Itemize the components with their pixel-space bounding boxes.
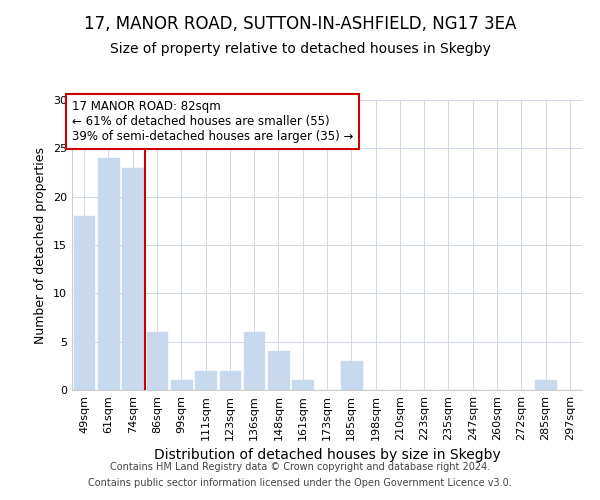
Bar [98, 158, 119, 390]
Bar [220, 370, 240, 390]
X-axis label: Distribution of detached houses by size in Skegby: Distribution of detached houses by size … [154, 448, 500, 462]
Bar [268, 352, 289, 390]
Bar [292, 380, 313, 390]
Text: Size of property relative to detached houses in Skegby: Size of property relative to detached ho… [110, 42, 490, 56]
Bar [341, 361, 362, 390]
Y-axis label: Number of detached properties: Number of detached properties [34, 146, 47, 344]
Bar [535, 380, 556, 390]
Text: 17 MANOR ROAD: 82sqm
← 61% of detached houses are smaller (55)
39% of semi-detac: 17 MANOR ROAD: 82sqm ← 61% of detached h… [72, 100, 353, 143]
Bar [171, 380, 191, 390]
Bar [146, 332, 167, 390]
Text: Contains HM Land Registry data © Crown copyright and database right 2024.: Contains HM Land Registry data © Crown c… [110, 462, 490, 472]
Bar [195, 370, 216, 390]
Bar [122, 168, 143, 390]
Bar [244, 332, 265, 390]
Bar [74, 216, 94, 390]
Text: 17, MANOR ROAD, SUTTON-IN-ASHFIELD, NG17 3EA: 17, MANOR ROAD, SUTTON-IN-ASHFIELD, NG17… [84, 15, 516, 33]
Text: Contains public sector information licensed under the Open Government Licence v3: Contains public sector information licen… [88, 478, 512, 488]
